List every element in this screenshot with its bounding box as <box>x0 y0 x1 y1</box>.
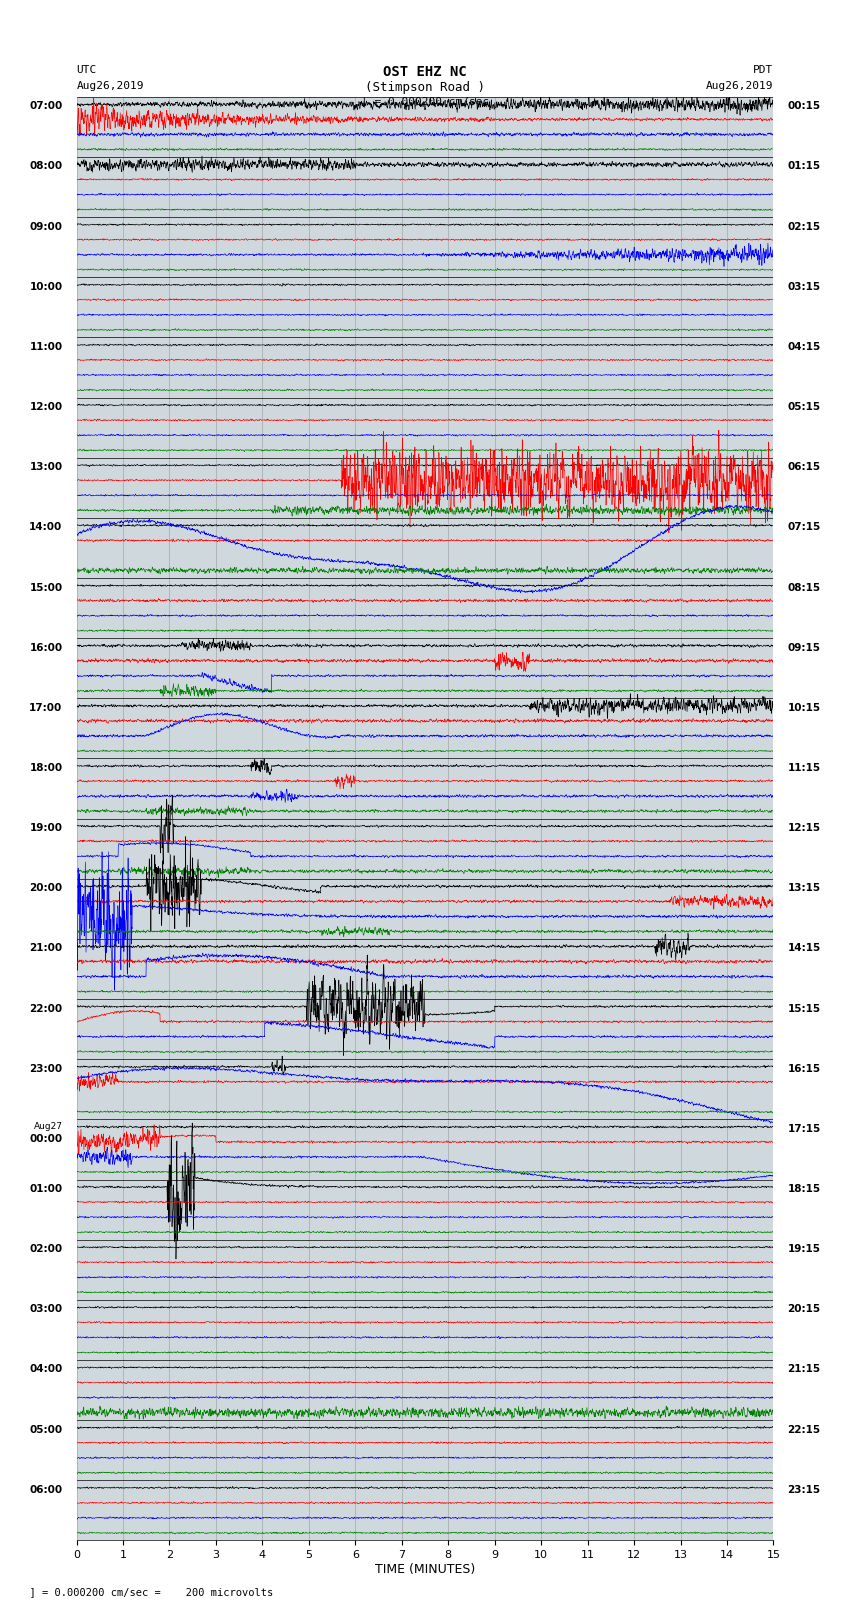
Text: 23:15: 23:15 <box>787 1486 820 1495</box>
Text: 09:15: 09:15 <box>787 642 820 653</box>
Text: 07:00: 07:00 <box>29 102 63 111</box>
Text: UTC: UTC <box>76 65 97 74</box>
Text: 11:15: 11:15 <box>787 763 820 773</box>
Text: 14:00: 14:00 <box>29 523 63 532</box>
Text: 19:15: 19:15 <box>787 1244 820 1255</box>
Text: 00:15: 00:15 <box>787 102 820 111</box>
Text: 16:15: 16:15 <box>787 1063 820 1074</box>
Text: 07:15: 07:15 <box>787 523 821 532</box>
Text: Aug27: Aug27 <box>33 1121 63 1131</box>
Text: 02:15: 02:15 <box>787 221 820 232</box>
Text: OST EHZ NC: OST EHZ NC <box>383 65 467 79</box>
Text: 17:00: 17:00 <box>29 703 63 713</box>
Text: 04:15: 04:15 <box>787 342 821 352</box>
Text: 09:00: 09:00 <box>30 221 63 232</box>
Text: 20:00: 20:00 <box>30 884 63 894</box>
Text: 12:15: 12:15 <box>787 823 820 832</box>
Text: 18:15: 18:15 <box>787 1184 820 1194</box>
Text: 08:15: 08:15 <box>787 582 820 592</box>
Text: 15:15: 15:15 <box>787 1003 820 1013</box>
Text: 06:00: 06:00 <box>30 1486 63 1495</box>
X-axis label: TIME (MINUTES): TIME (MINUTES) <box>375 1563 475 1576</box>
Text: 21:15: 21:15 <box>787 1365 820 1374</box>
Text: 12:00: 12:00 <box>30 402 63 411</box>
Text: (Stimpson Road ): (Stimpson Road ) <box>365 81 485 94</box>
Text: 10:15: 10:15 <box>787 703 820 713</box>
Text: 04:00: 04:00 <box>29 1365 63 1374</box>
Text: 18:00: 18:00 <box>30 763 63 773</box>
Text: 22:15: 22:15 <box>787 1424 820 1434</box>
Text: 13:15: 13:15 <box>787 884 820 894</box>
Text: | = 0.000200 cm/sec: | = 0.000200 cm/sec <box>361 97 489 108</box>
Text: 03:15: 03:15 <box>787 282 820 292</box>
Text: 15:00: 15:00 <box>30 582 63 592</box>
Text: Aug26,2019: Aug26,2019 <box>706 81 774 90</box>
Text: 16:00: 16:00 <box>30 642 63 653</box>
Text: 05:15: 05:15 <box>787 402 820 411</box>
Text: PDT: PDT <box>753 65 774 74</box>
Text: 10:00: 10:00 <box>30 282 63 292</box>
Text: Aug26,2019: Aug26,2019 <box>76 81 144 90</box>
Text: 13:00: 13:00 <box>30 463 63 473</box>
Text: ] = 0.000200 cm/sec =    200 microvolts: ] = 0.000200 cm/sec = 200 microvolts <box>17 1587 273 1597</box>
Text: 05:00: 05:00 <box>30 1424 63 1434</box>
Text: 06:15: 06:15 <box>787 463 820 473</box>
Text: 02:00: 02:00 <box>30 1244 63 1255</box>
Text: 01:15: 01:15 <box>787 161 820 171</box>
Text: 22:00: 22:00 <box>30 1003 63 1013</box>
Text: 17:15: 17:15 <box>787 1124 821 1134</box>
Text: 14:15: 14:15 <box>787 944 821 953</box>
Text: 11:00: 11:00 <box>30 342 63 352</box>
Text: 03:00: 03:00 <box>30 1305 63 1315</box>
Text: 01:00: 01:00 <box>30 1184 63 1194</box>
Text: 00:00: 00:00 <box>30 1134 63 1144</box>
Text: 08:00: 08:00 <box>30 161 63 171</box>
Text: 19:00: 19:00 <box>30 823 63 832</box>
Text: 20:15: 20:15 <box>787 1305 820 1315</box>
Text: 23:00: 23:00 <box>30 1063 63 1074</box>
Text: 21:00: 21:00 <box>30 944 63 953</box>
